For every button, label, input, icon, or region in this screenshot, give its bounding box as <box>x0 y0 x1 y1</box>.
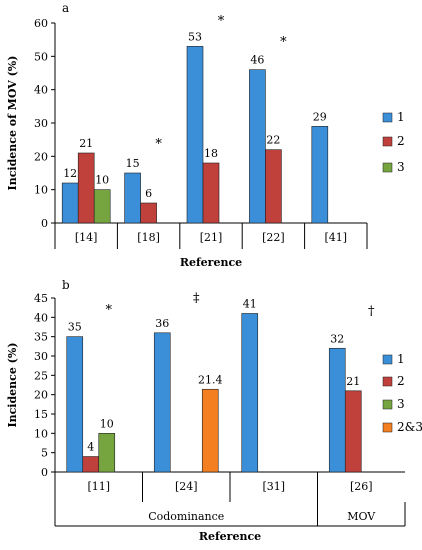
significance-marker: † <box>368 304 375 319</box>
y-tick-label: 30 <box>34 117 48 130</box>
x-tick-label: [22] <box>262 231 285 244</box>
legend-swatch <box>382 376 393 387</box>
x-tick-label: [14] <box>75 231 98 244</box>
data-label: 12 <box>63 167 77 180</box>
data-label: 6 <box>145 187 152 200</box>
data-label: 10 <box>95 174 109 187</box>
x-tick-label: [41] <box>325 231 348 244</box>
bar <box>61 182 79 224</box>
data-label: 35 <box>68 321 82 334</box>
data-label: 53 <box>188 30 202 43</box>
y-tick-label: 30 <box>34 350 48 363</box>
y-tick-label: 45 <box>34 292 48 305</box>
panel-label: a <box>62 1 69 15</box>
legend-label: 2 <box>397 134 405 148</box>
data-label: 41 <box>243 297 257 310</box>
bar <box>311 126 329 224</box>
y-tick-label: 40 <box>34 311 48 324</box>
x-axis-label: Reference <box>199 530 261 543</box>
bar <box>344 390 362 473</box>
bar <box>328 347 346 473</box>
bar <box>241 313 259 473</box>
bar <box>265 149 282 224</box>
group-label: MOV <box>347 510 376 523</box>
significance-marker: * <box>155 137 162 152</box>
bar <box>93 189 111 224</box>
data-label: 21.4 <box>198 373 223 386</box>
bar <box>98 433 116 473</box>
y-axis-label: Incidence of MOV (%) <box>6 56 19 191</box>
significance-marker: * <box>218 14 225 29</box>
x-tick-label: [31] <box>262 480 285 493</box>
legend-label: 1 <box>397 110 405 124</box>
bar <box>77 152 95 224</box>
y-axis-label: Incidence (%) <box>6 342 19 427</box>
significance-marker: * <box>280 35 287 50</box>
x-tick-label: [24] <box>175 480 198 493</box>
x-tick-label: [21] <box>200 231 223 244</box>
y-tick-label: 5 <box>41 447 48 460</box>
data-label: 4 <box>87 441 94 454</box>
y-tick-label: 0 <box>41 217 48 230</box>
bar <box>202 162 220 224</box>
x-tick-label: [11] <box>87 480 110 493</box>
legend-swatch <box>382 354 393 365</box>
y-tick-label: 35 <box>34 331 48 344</box>
bar <box>249 69 266 224</box>
bar <box>201 388 219 473</box>
y-tick-label: 40 <box>34 84 48 97</box>
legend-label: 2&3 <box>397 420 422 434</box>
y-tick-label: 20 <box>34 389 48 402</box>
legend-swatch <box>382 399 393 410</box>
significance-marker: * <box>106 303 113 318</box>
legend-label: 3 <box>397 397 405 411</box>
x-tick-label: [26] <box>350 480 373 493</box>
y-tick-label: 60 <box>34 17 48 30</box>
x-tick-label: [18] <box>137 231 160 244</box>
y-tick-label: 50 <box>34 50 48 63</box>
bar <box>66 336 84 473</box>
legend-label: 2 <box>397 374 405 388</box>
data-label: 15 <box>126 157 140 170</box>
legend-swatch <box>382 136 393 147</box>
bar <box>186 46 204 224</box>
legend-swatch <box>382 162 393 173</box>
data-label: 22 <box>266 134 280 147</box>
y-tick-label: 25 <box>34 369 48 382</box>
group-label: Codominance <box>148 510 224 523</box>
data-label: 21 <box>346 375 360 388</box>
legend-swatch <box>382 422 393 433</box>
data-label: 36 <box>155 317 169 330</box>
bar <box>124 172 141 224</box>
data-label: 32 <box>330 332 344 345</box>
data-label: 29 <box>313 110 327 123</box>
data-label: 21 <box>79 137 93 150</box>
y-tick-label: 20 <box>34 150 48 163</box>
bar <box>140 202 157 224</box>
x-axis-label: Reference <box>180 256 242 269</box>
legend-label: 3 <box>397 160 405 174</box>
y-tick-label: 0 <box>41 466 48 479</box>
y-tick-label: 10 <box>34 184 48 197</box>
significance-marker: ‡ <box>193 291 200 306</box>
bar <box>82 456 100 473</box>
panel-label: b <box>62 278 70 292</box>
data-label: 10 <box>100 417 114 430</box>
data-label: 46 <box>250 54 264 67</box>
data-label: 18 <box>204 147 218 160</box>
y-tick-label: 10 <box>34 427 48 440</box>
legend-label: 1 <box>397 352 405 366</box>
legend-swatch <box>382 112 393 123</box>
y-tick-label: 15 <box>34 408 48 421</box>
bar <box>153 332 171 473</box>
